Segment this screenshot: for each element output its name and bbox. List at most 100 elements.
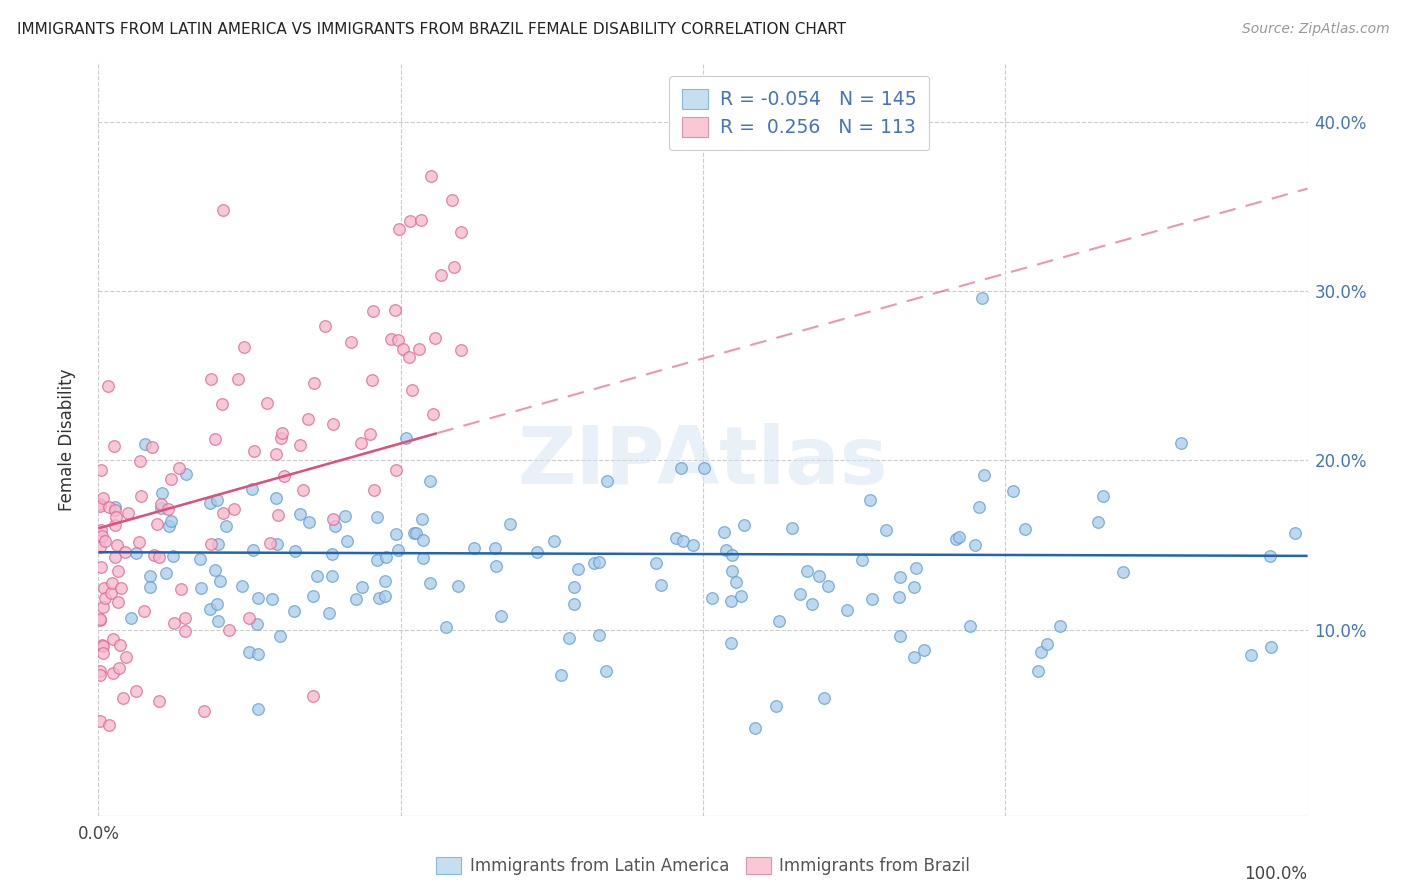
Point: [912, 642, 935, 657]
Point: [233, 340, 256, 354]
Point: [721, 564, 744, 578]
Point: [212, 507, 235, 521]
Point: [91, 491, 114, 505]
Point: [1260, 640, 1282, 654]
Point: [682, 538, 704, 552]
Point: [271, 425, 294, 440]
Point: [1112, 565, 1135, 579]
Point: [141, 441, 163, 455]
Point: [170, 582, 193, 597]
Point: [205, 597, 228, 611]
Point: [105, 538, 128, 552]
Point: [291, 483, 314, 497]
Point: [889, 570, 911, 584]
Point: [208, 574, 231, 588]
Point: [644, 556, 666, 570]
Point: [264, 491, 287, 506]
Point: [200, 601, 222, 615]
Point: [1014, 522, 1036, 536]
Point: [1029, 645, 1052, 659]
Point: [155, 566, 177, 580]
Point: [104, 549, 127, 564]
Point: [366, 509, 388, 524]
Point: [491, 609, 513, 624]
Point: [157, 501, 180, 516]
Point: [142, 548, 165, 562]
Point: [693, 461, 716, 475]
Point: [169, 461, 191, 475]
Point: [423, 331, 446, 345]
Point: [813, 690, 835, 705]
Point: [567, 561, 589, 575]
Point: [132, 604, 155, 618]
Point: [499, 517, 522, 532]
Point: [104, 509, 127, 524]
Point: [408, 342, 430, 356]
Point: [360, 373, 382, 387]
Point: [702, 591, 724, 605]
Point: [200, 537, 222, 551]
Point: [129, 488, 152, 502]
Point: [387, 333, 409, 347]
Point: [134, 436, 156, 450]
Point: [484, 541, 506, 555]
Point: [111, 690, 134, 705]
Point: [363, 303, 385, 318]
Point: [89, 613, 111, 627]
Point: [157, 519, 180, 533]
Point: [744, 721, 766, 735]
Point: [368, 591, 391, 605]
Point: [91, 646, 114, 660]
Point: [422, 407, 444, 421]
Point: [716, 543, 738, 558]
Point: [440, 193, 463, 207]
Point: [305, 568, 328, 582]
Point: [104, 517, 127, 532]
Point: [1240, 648, 1263, 663]
Point: [1087, 515, 1109, 529]
Point: [963, 538, 986, 552]
Point: [110, 639, 132, 653]
Point: [851, 552, 873, 566]
Point: [374, 574, 396, 588]
Point: [318, 607, 340, 621]
Point: [765, 699, 787, 714]
Point: [188, 552, 211, 566]
Point: [93, 581, 115, 595]
Point: [117, 506, 139, 520]
Point: [228, 372, 250, 386]
Point: [176, 467, 198, 482]
Legend: Immigrants from Latin America, Immigrants from Brazil: Immigrants from Latin America, Immigrant…: [427, 849, 979, 884]
Point: [401, 383, 423, 397]
Point: [89, 664, 111, 678]
Point: [204, 563, 226, 577]
Point: [1026, 664, 1049, 678]
Point: [98, 718, 121, 732]
Point: [725, 574, 748, 589]
Point: [128, 535, 150, 549]
Point: [139, 581, 162, 595]
Point: [89, 499, 111, 513]
Point: [550, 668, 572, 682]
Point: [973, 468, 995, 483]
Point: [284, 544, 307, 558]
Point: [242, 542, 264, 557]
Point: [90, 523, 112, 537]
Point: [260, 591, 283, 606]
Point: [335, 509, 357, 524]
Point: [903, 580, 925, 594]
Point: [650, 577, 672, 591]
Point: [817, 579, 839, 593]
Point: [128, 454, 150, 468]
Point: [768, 614, 790, 628]
Point: [323, 518, 346, 533]
Point: [596, 474, 619, 488]
Point: [114, 545, 136, 559]
Point: [322, 512, 344, 526]
Point: [336, 533, 359, 548]
Point: [89, 612, 111, 626]
Point: [1049, 619, 1071, 633]
Point: [148, 550, 170, 565]
Point: [101, 576, 124, 591]
Point: [259, 536, 281, 550]
